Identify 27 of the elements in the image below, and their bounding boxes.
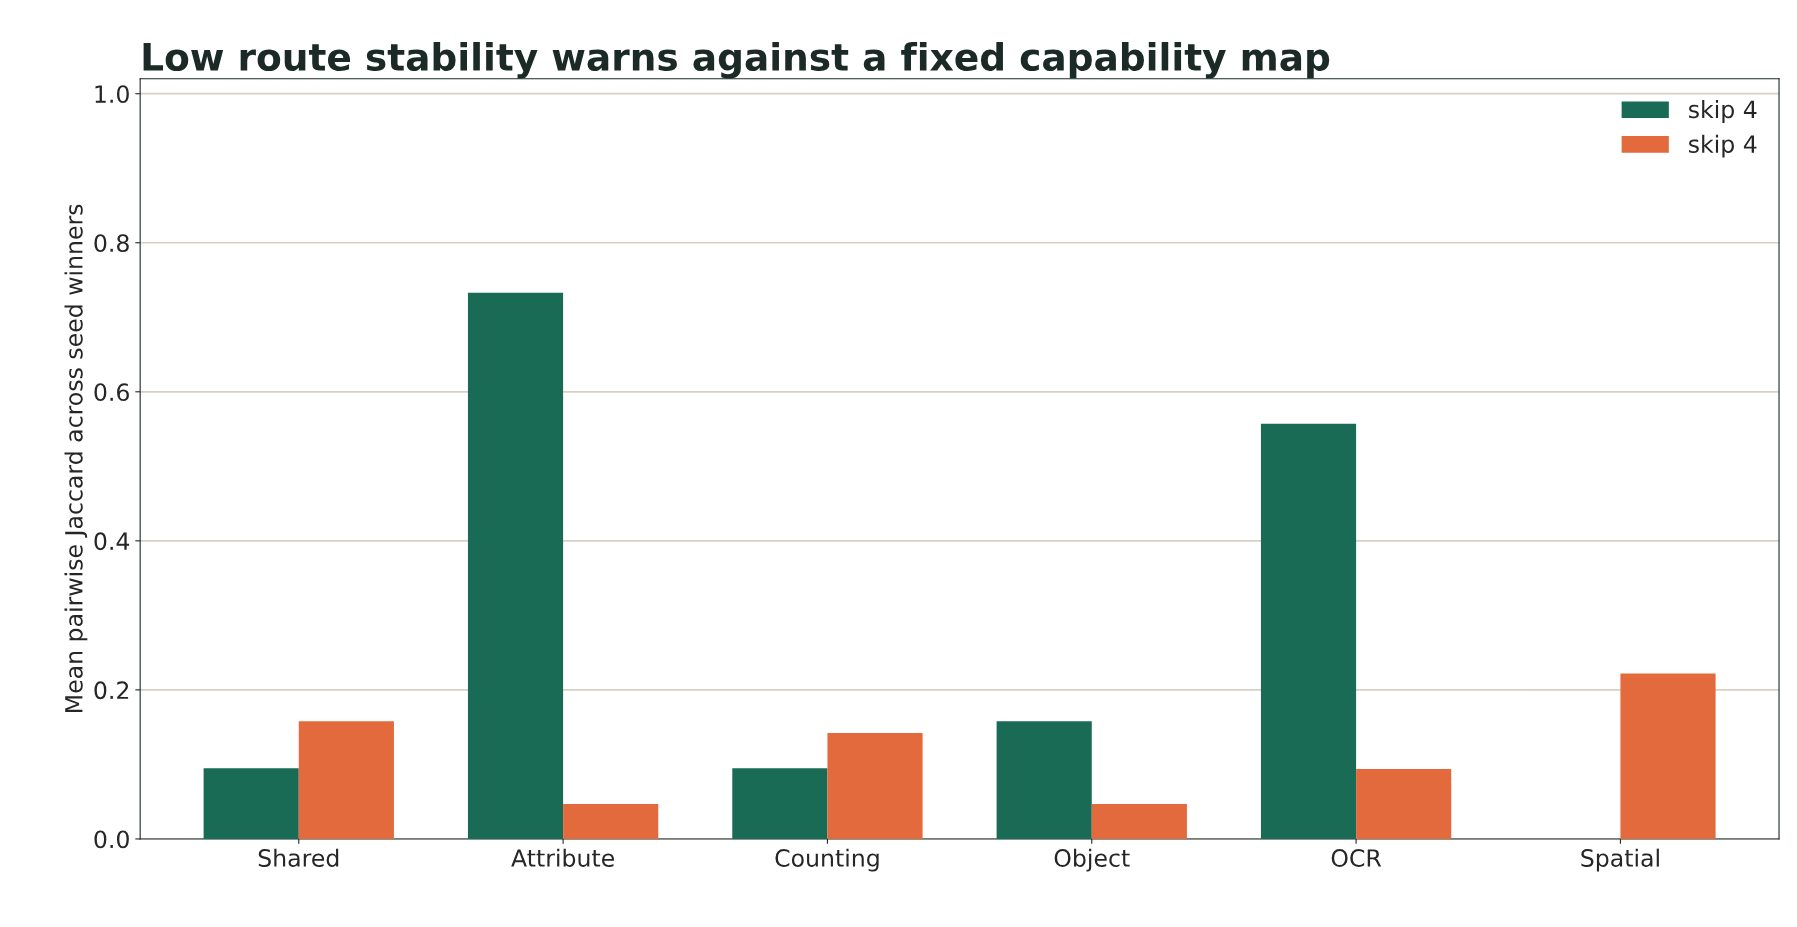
- y-tick-label: 0.4: [94, 532, 130, 551]
- bar: [1356, 768, 1452, 839]
- chart-title: Low route stability warns against a fixed capability map: [143, 41, 1330, 79]
- legend-label: skip 4: [1689, 134, 1757, 158]
- bar: [298, 721, 394, 839]
- x-tick-label: Shared: [258, 848, 339, 867]
- x-tick-label: Spatial: [1581, 848, 1659, 872]
- y-tick-label: 0.2: [94, 681, 129, 700]
- bar: [1620, 673, 1716, 839]
- legend-label: skip 4: [1689, 100, 1757, 123]
- y-tick-label: 0.8: [94, 234, 129, 253]
- y-tick-label: 0.0: [94, 830, 129, 849]
- bar: [827, 733, 923, 839]
- y-axis-title: Mean pairwise Jaccard across seed winners: [64, 204, 88, 712]
- bar: [563, 803, 659, 839]
- bar: [1260, 423, 1357, 839]
- bar: [996, 721, 1092, 839]
- bar: [203, 768, 299, 839]
- x-tick-label: Attribute: [511, 848, 614, 867]
- y-tick-label: 0.6: [94, 383, 129, 402]
- x-tick-label: Object: [1054, 848, 1130, 872]
- bar: [732, 768, 828, 839]
- x-tick-label: Counting: [775, 848, 879, 872]
- x-tick-label: OCR: [1331, 849, 1382, 867]
- bar: [467, 292, 564, 839]
- bar: [1091, 803, 1187, 839]
- y-tick-label: 1.0: [95, 85, 129, 104]
